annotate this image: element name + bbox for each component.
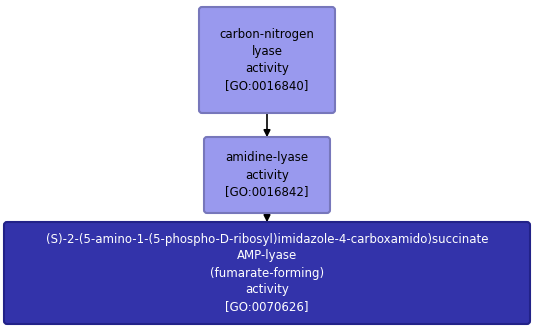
Text: amidine-lyase
activity
[GO:0016842]: amidine-lyase activity [GO:0016842] [225, 152, 309, 199]
FancyBboxPatch shape [4, 222, 530, 324]
Text: carbon-nitrogen
lyase
activity
[GO:0016840]: carbon-nitrogen lyase activity [GO:00168… [219, 28, 315, 92]
FancyBboxPatch shape [204, 137, 330, 213]
FancyBboxPatch shape [199, 7, 335, 113]
Text: (S)-2-(5-amino-1-(5-phospho-D-ribosyl)imidazole-4-carboxamido)succinate
AMP-lyas: (S)-2-(5-amino-1-(5-phospho-D-ribosyl)im… [46, 232, 488, 314]
